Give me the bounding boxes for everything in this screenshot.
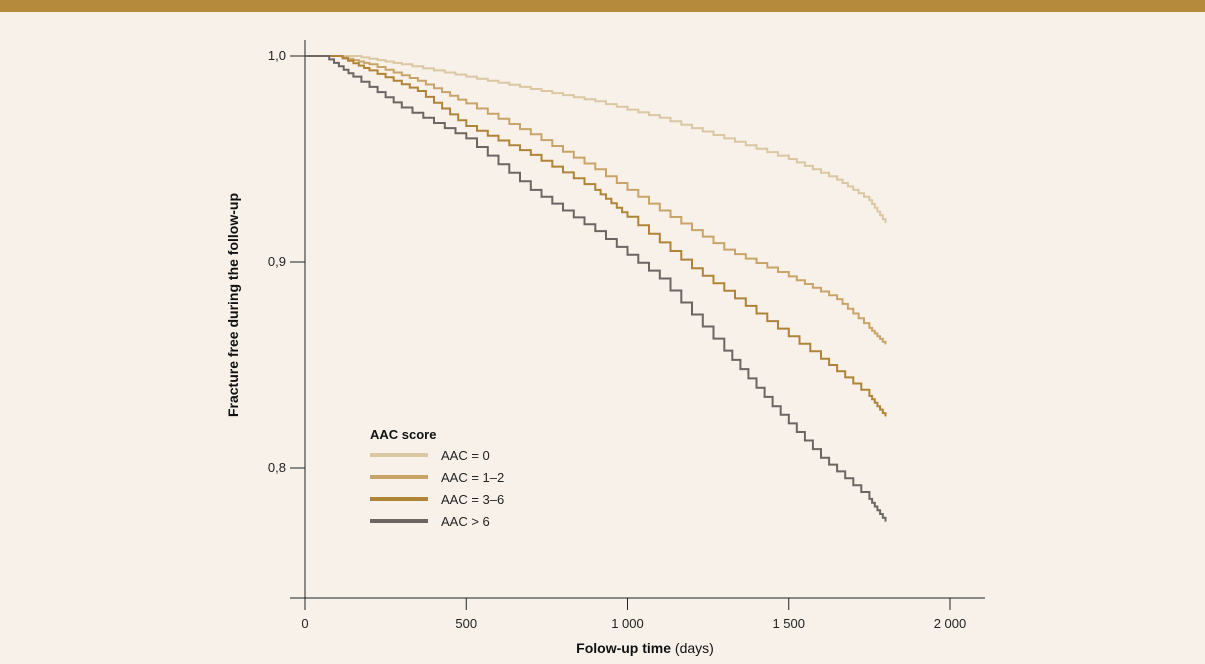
legend-title: AAC score: [370, 427, 436, 442]
series-line-0: [305, 55, 887, 223]
y-axis-title: Fracture free during the follow-up: [225, 193, 241, 417]
x-ticks: 0 500 1 000 1 500 2 000: [301, 598, 966, 631]
y-tick-label: 1,0: [268, 48, 286, 63]
legend-label: AAC > 6: [441, 514, 490, 529]
axes: [290, 40, 985, 600]
legend-label: AAC = 3–6: [441, 492, 504, 507]
x-axis-title-unit: (days): [671, 640, 714, 656]
x-tick-label: 2 000: [934, 616, 967, 631]
x-tick-label: 1 000: [611, 616, 644, 631]
x-tick-label: 0: [301, 616, 308, 631]
y-ticks: 1,0 0,9 0,8: [268, 48, 305, 475]
x-tick-label: 500: [455, 616, 477, 631]
header-band: [0, 0, 1205, 12]
legend-label: AAC = 1–2: [441, 470, 504, 485]
series-line-3: [305, 55, 887, 522]
y-tick-label: 0,8: [268, 460, 286, 475]
legend-label: AAC = 0: [441, 448, 490, 463]
series-layer: [305, 55, 887, 522]
x-tick-label: 1 500: [772, 616, 805, 631]
series-line-1: [305, 55, 887, 345]
series-line-2: [305, 55, 887, 417]
legend: AAC score AAC = 0 AAC = 1–2 AAC = 3–6 AAC >…: [370, 427, 504, 529]
x-axis-title-main: Folow-up time: [576, 640, 671, 656]
x-axis-title: Folow-up time (days): [576, 640, 714, 656]
y-tick-label: 0,9: [268, 254, 286, 269]
